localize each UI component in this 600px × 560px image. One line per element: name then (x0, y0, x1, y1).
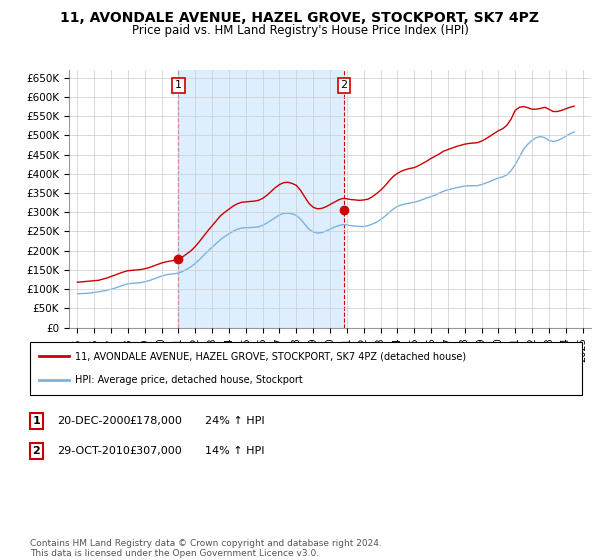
Text: 2: 2 (32, 446, 40, 456)
Text: 11, AVONDALE AVENUE, HAZEL GROVE, STOCKPORT, SK7 4PZ: 11, AVONDALE AVENUE, HAZEL GROVE, STOCKP… (61, 11, 539, 25)
Text: 14% ↑ HPI: 14% ↑ HPI (205, 446, 264, 456)
Text: 20-DEC-2000: 20-DEC-2000 (58, 416, 131, 426)
Text: 11, AVONDALE AVENUE, HAZEL GROVE, STOCKPORT, SK7 4PZ (detached house): 11, AVONDALE AVENUE, HAZEL GROVE, STOCKP… (75, 352, 466, 362)
Text: Contains HM Land Registry data © Crown copyright and database right 2024.
This d: Contains HM Land Registry data © Crown c… (30, 539, 382, 558)
Text: 2: 2 (340, 80, 347, 90)
Text: HPI: Average price, detached house, Stockport: HPI: Average price, detached house, Stoc… (75, 375, 303, 385)
Text: 1: 1 (175, 80, 182, 90)
Text: £178,000: £178,000 (130, 416, 182, 426)
Text: 1: 1 (32, 416, 40, 426)
Bar (178, 70, 344, 328)
Text: 29-OCT-2010: 29-OCT-2010 (58, 446, 130, 456)
Text: £307,000: £307,000 (130, 446, 182, 456)
Text: 24% ↑ HPI: 24% ↑ HPI (205, 416, 264, 426)
Text: Price paid vs. HM Land Registry's House Price Index (HPI): Price paid vs. HM Land Registry's House … (131, 24, 469, 36)
